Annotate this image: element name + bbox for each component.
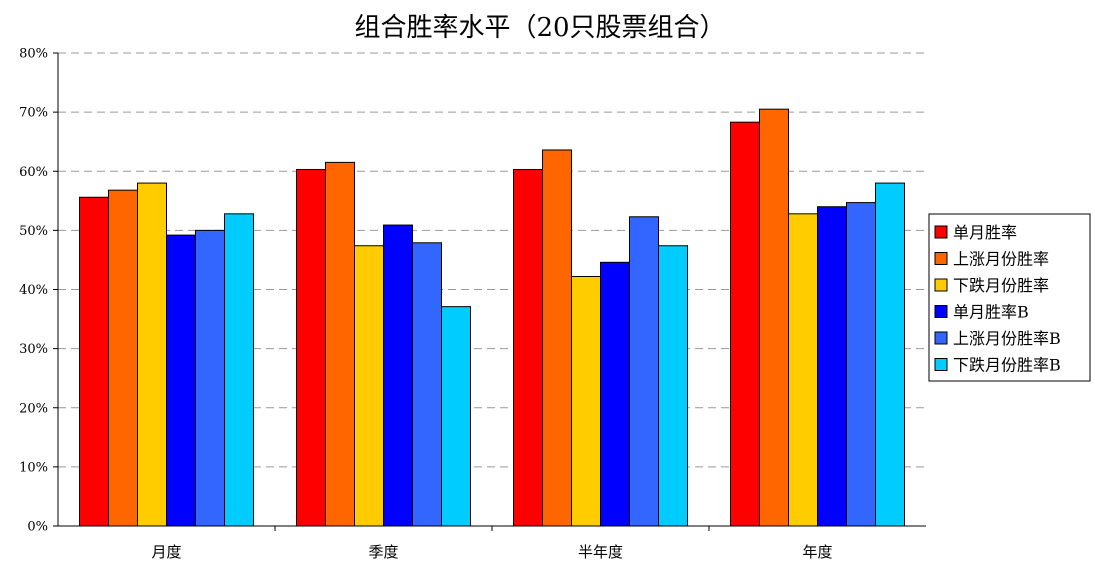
bar [658, 245, 688, 527]
legend-swatch [934, 225, 948, 239]
bar [788, 213, 818, 527]
bar-layer [79, 108, 905, 527]
legend-box [928, 213, 1091, 382]
y-tick-label: 70% [19, 106, 48, 121]
bar [325, 161, 355, 527]
x-tick-label: 半年度 [578, 543, 623, 561]
bar [137, 182, 167, 527]
legend-label: 单月胜率 [953, 223, 1017, 242]
y-tick-label: 40% [19, 283, 48, 298]
bar [629, 216, 659, 527]
bar [600, 261, 630, 527]
bar [108, 189, 138, 527]
legend-swatch [934, 278, 948, 292]
legend-label: 下跌月份胜率B [953, 356, 1061, 375]
bar [79, 196, 109, 527]
bar [571, 275, 601, 527]
y-tick-label: 20% [19, 401, 48, 416]
y-tick-label: 0% [27, 520, 48, 535]
y-tick-label: 80% [19, 47, 48, 62]
bar [759, 108, 789, 527]
bar [817, 206, 847, 527]
y-tick-label: 10% [19, 460, 48, 475]
chart-title: 组合胜率水平（20只股票组合） [354, 13, 725, 43]
x-tick-label: 季度 [368, 543, 398, 561]
legend-swatch [934, 305, 948, 318]
bar [383, 224, 413, 527]
bar [224, 213, 254, 527]
x-tick-label: 年度 [802, 543, 832, 561]
x-tick-label: 月度 [151, 543, 181, 561]
bar [296, 168, 326, 527]
bar [513, 168, 543, 527]
bar [166, 234, 196, 527]
y-tick-label: 60% [19, 165, 48, 180]
legend-label: 上涨月份胜率 [953, 250, 1049, 269]
legend-swatch [934, 252, 948, 265]
legend-swatch [934, 331, 948, 345]
legend-swatch [934, 358, 948, 371]
bar [441, 306, 471, 527]
bar [542, 149, 572, 527]
legend-label: 下跌月份胜率 [953, 276, 1049, 295]
bar [846, 202, 876, 527]
legend-label: 上涨月份胜率B [953, 329, 1061, 348]
bar [875, 182, 905, 527]
bar [730, 121, 760, 527]
legend-label: 单月胜率B [953, 303, 1029, 322]
bar [195, 229, 225, 527]
bar [354, 245, 384, 527]
bar [412, 242, 442, 527]
y-tick-label: 50% [19, 224, 48, 239]
y-tick-label: 30% [19, 342, 48, 357]
